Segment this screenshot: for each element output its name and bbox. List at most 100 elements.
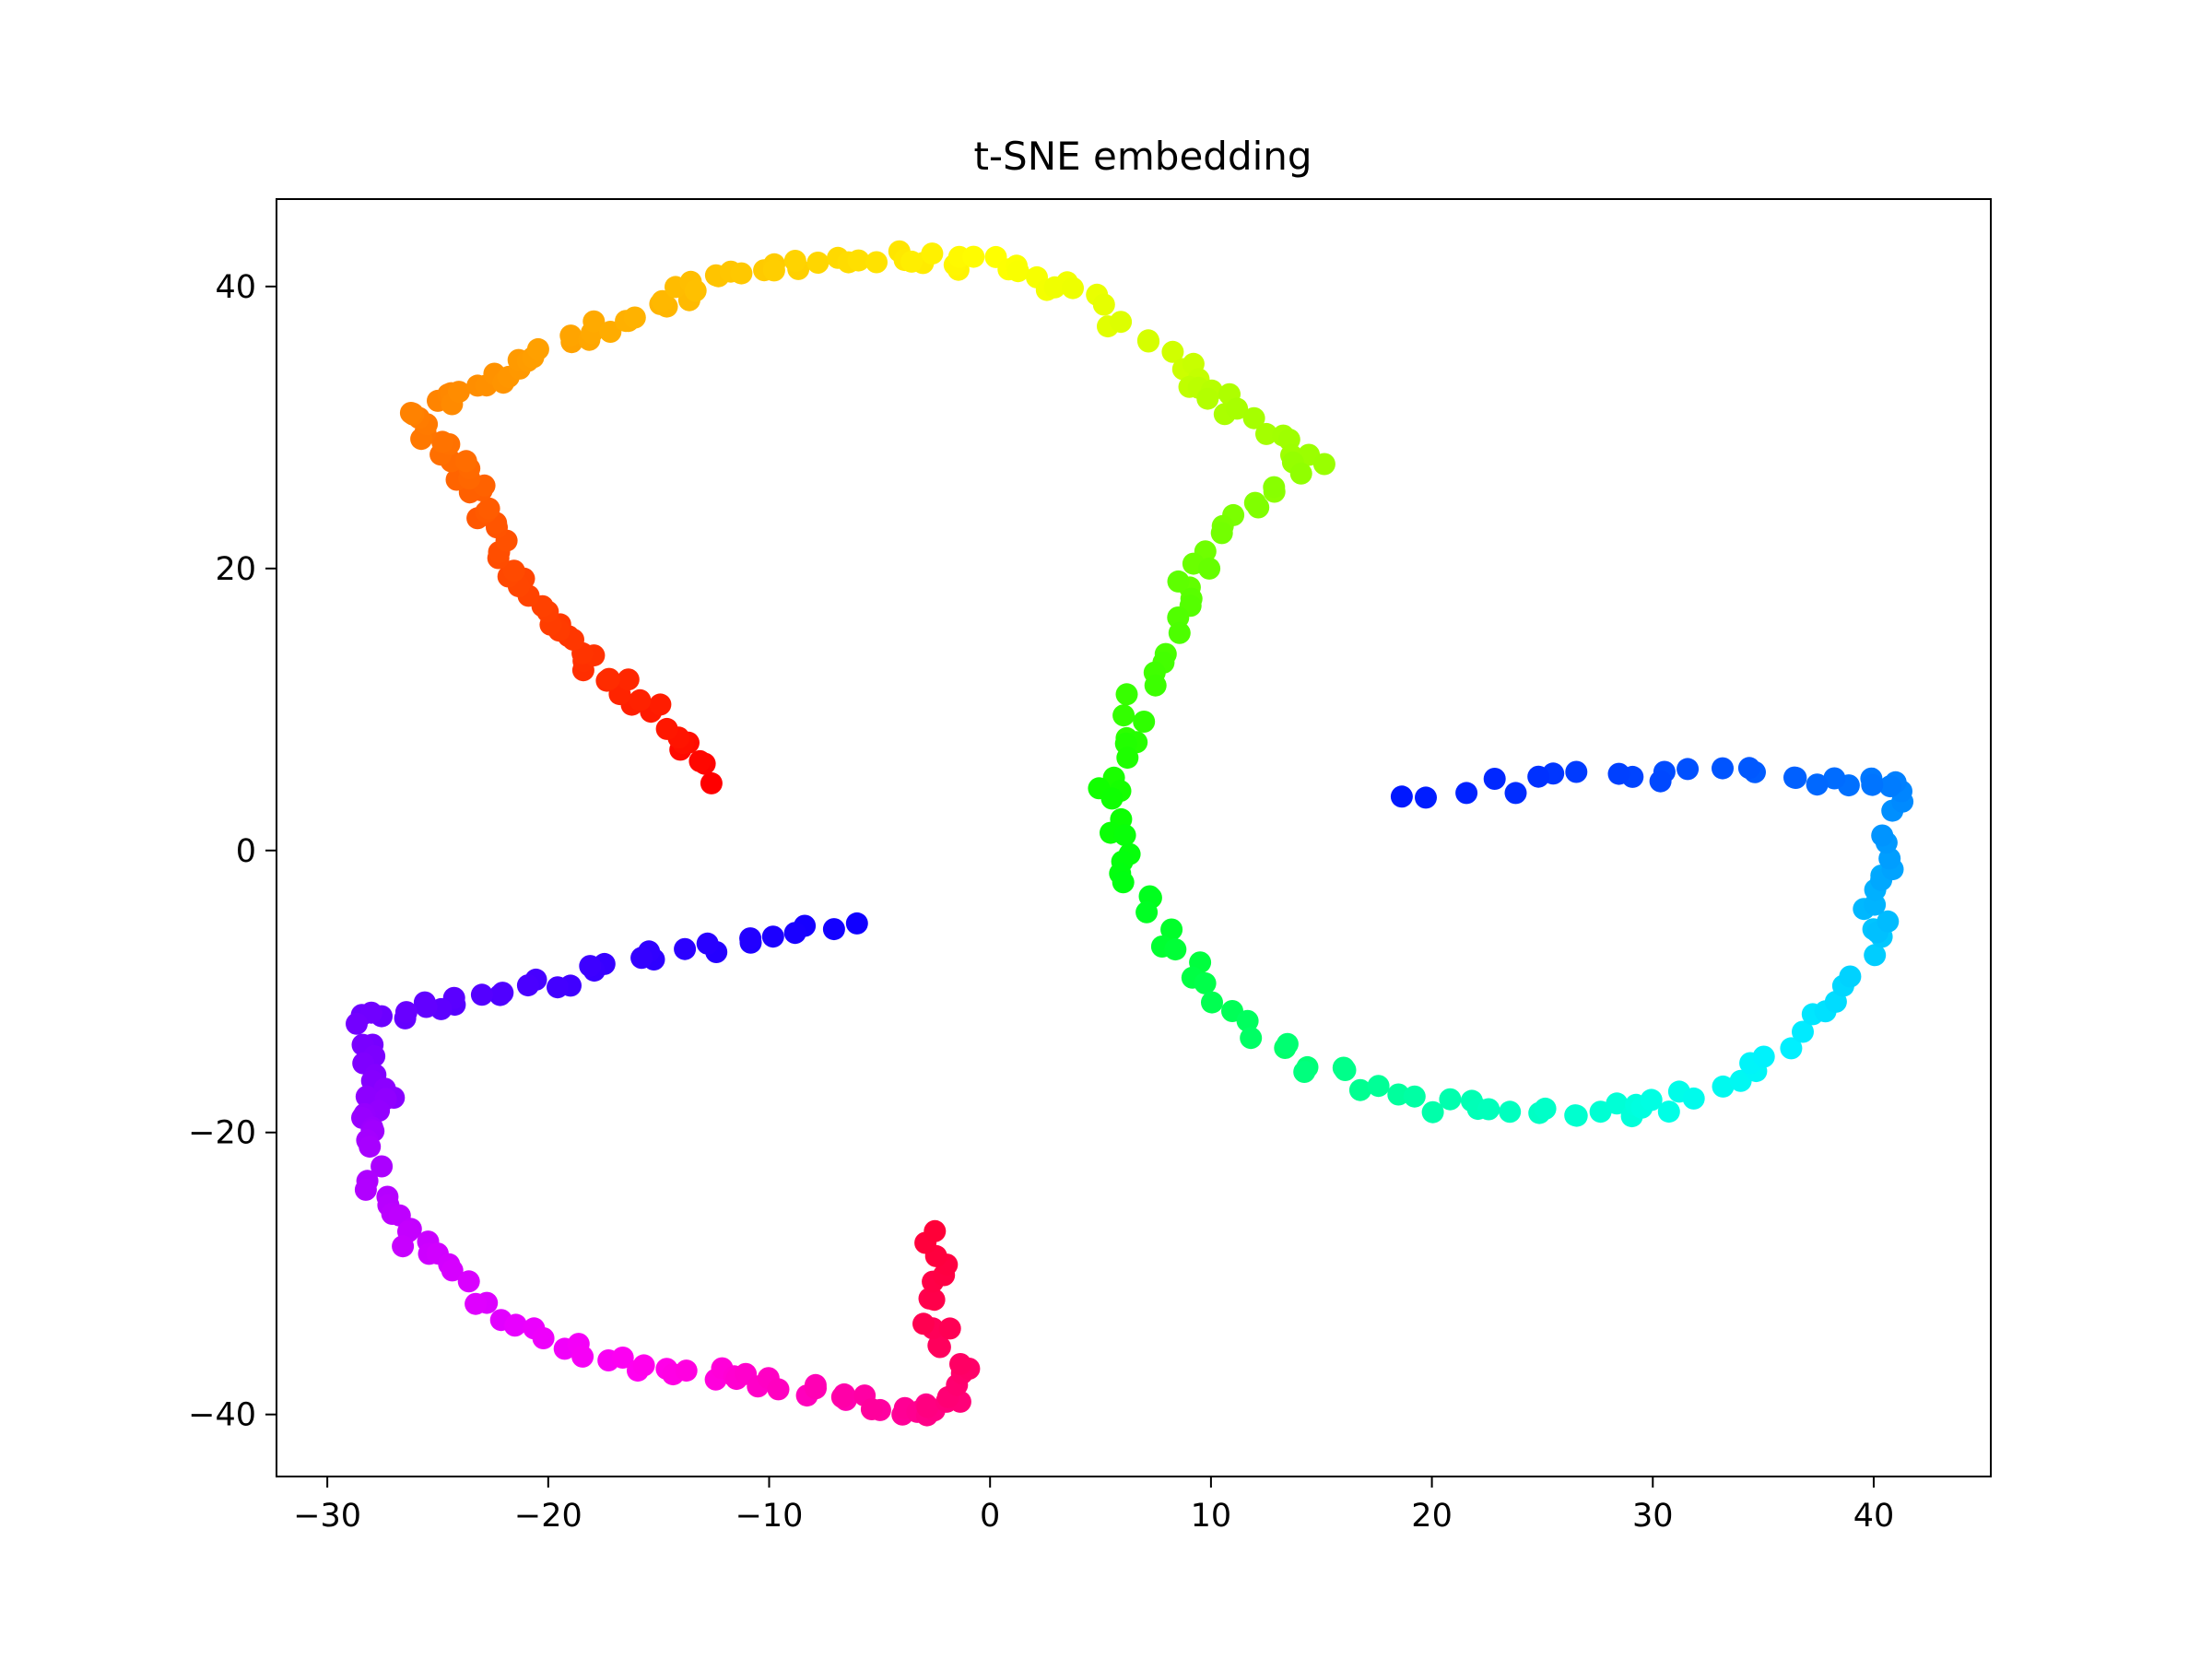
data-point — [1878, 775, 1901, 798]
chart-title: t-SNE embedding — [973, 134, 1312, 179]
data-point — [465, 1292, 488, 1315]
data-point — [1390, 785, 1413, 808]
data-point — [1006, 260, 1030, 283]
data-point — [1255, 422, 1277, 445]
y-tick-label: 40 — [215, 269, 256, 306]
data-point — [1240, 1027, 1263, 1050]
data-point — [415, 995, 438, 1018]
y-axis: −40 −20 0 20 40 — [188, 269, 276, 1434]
data-point — [674, 937, 697, 960]
data-point — [399, 402, 422, 424]
data-point — [394, 1001, 418, 1024]
data-point — [1168, 621, 1191, 644]
data-point — [762, 259, 785, 282]
data-point — [1483, 768, 1506, 790]
data-point — [1247, 496, 1270, 519]
data-point — [491, 982, 514, 1005]
data-point — [1565, 760, 1588, 783]
data-point — [571, 1345, 594, 1368]
data-point — [1657, 1100, 1680, 1124]
data-point — [1527, 765, 1550, 788]
data-point — [1196, 387, 1219, 410]
data-point — [1242, 406, 1265, 429]
data-point — [504, 1313, 527, 1336]
y-tick-label: 20 — [215, 551, 256, 588]
data-point — [611, 1347, 634, 1369]
data-point — [1499, 1100, 1522, 1124]
data-point — [655, 717, 678, 740]
data-point — [865, 251, 888, 274]
data-point — [1871, 824, 1894, 847]
plot-area-frame — [276, 198, 1992, 1477]
data-point — [924, 1219, 947, 1242]
data-point — [1752, 1045, 1775, 1068]
data-point — [1092, 293, 1115, 316]
data-point — [730, 262, 753, 285]
data-point — [688, 749, 712, 772]
data-point — [1607, 762, 1630, 785]
data-point — [1116, 747, 1139, 770]
data-point — [1136, 329, 1159, 352]
data-point — [1504, 782, 1527, 805]
data-point — [502, 559, 525, 582]
data-point — [938, 1317, 961, 1340]
data-point — [1210, 522, 1233, 545]
data-point — [1334, 1059, 1357, 1081]
data-point — [1289, 462, 1312, 485]
data-point — [1194, 971, 1217, 994]
data-point — [761, 925, 784, 948]
data-point — [1877, 910, 1900, 933]
data-point — [579, 955, 602, 978]
data-point — [1712, 1075, 1735, 1098]
data-point — [526, 337, 549, 360]
data-point — [470, 983, 493, 1006]
data-point — [617, 668, 640, 691]
data-point — [441, 1259, 464, 1282]
data-point — [1737, 757, 1760, 780]
data-point — [1167, 570, 1190, 593]
data-point — [1161, 340, 1184, 363]
data-point — [1348, 1078, 1371, 1101]
data-point — [1477, 1098, 1500, 1121]
data-point — [860, 1398, 883, 1420]
x-tick-label: 40 — [1853, 1498, 1895, 1535]
data-point — [1861, 773, 1884, 796]
data-point — [1312, 453, 1335, 476]
data-point — [1226, 397, 1249, 420]
data-point — [1534, 1097, 1557, 1120]
data-point — [597, 667, 620, 690]
data-point — [1276, 1032, 1299, 1055]
data-point — [684, 279, 707, 302]
data-point — [1415, 786, 1437, 809]
data-point — [1682, 1087, 1705, 1110]
data-point — [1293, 1061, 1316, 1083]
data-point — [696, 932, 719, 955]
data-point — [457, 1270, 480, 1293]
data-point — [1164, 938, 1187, 961]
data-point — [1640, 1088, 1663, 1112]
x-tick-label: 10 — [1191, 1498, 1232, 1535]
data-point — [649, 693, 672, 716]
data-point — [1160, 918, 1183, 941]
data-point — [1806, 773, 1829, 796]
data-point — [806, 252, 830, 274]
data-point — [949, 1353, 971, 1375]
data-point — [1100, 787, 1124, 810]
data-point — [1564, 1104, 1587, 1127]
data-point — [847, 249, 870, 272]
y-tick-label: −40 — [188, 1397, 256, 1434]
x-tick-label: −30 — [293, 1498, 361, 1535]
data-point — [1112, 704, 1135, 727]
data-point — [830, 1385, 853, 1408]
data-point — [1421, 1100, 1444, 1124]
data-point — [1792, 1020, 1814, 1043]
data-point — [1263, 476, 1286, 499]
data-point — [1201, 991, 1223, 1014]
x-tick-label: −20 — [514, 1498, 582, 1535]
data-point — [431, 430, 453, 453]
data-point — [1112, 871, 1135, 894]
data-point — [739, 927, 762, 950]
data-point — [1677, 758, 1700, 781]
data-point — [900, 250, 924, 273]
